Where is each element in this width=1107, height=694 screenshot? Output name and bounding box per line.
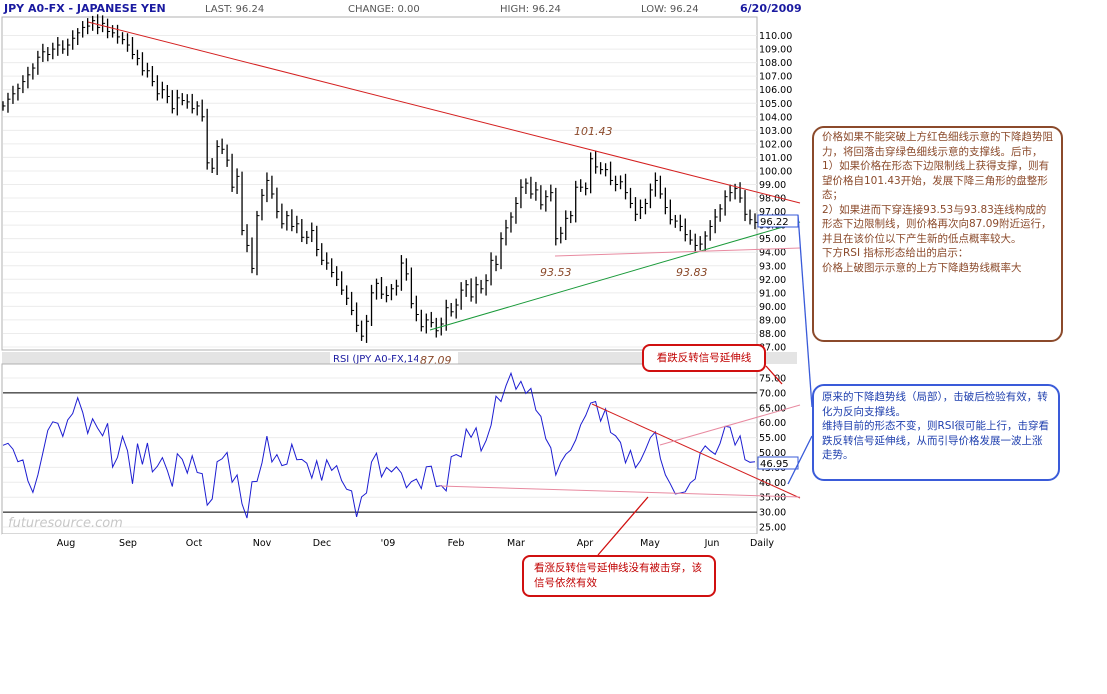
price-tick-label: 90.00 (759, 302, 786, 313)
resistance-trendline (87, 21, 801, 204)
support-trendline (429, 221, 801, 331)
rsi-threshold-lines (3, 392, 757, 513)
rsi-tick-label: 65.00 (759, 403, 786, 414)
price-tick-label: 103.00 (759, 126, 792, 137)
note-brown-line-3: 2）如果进而下穿连接93.53与93.83连线构成的形态下边限制线，则价格再次向… (822, 203, 1052, 245)
note-brown-line-1: 价格如果不能突破上方红色细线示意的下降趋势阻力，将回落击穿绿色细线示意的支撑线。… (822, 131, 1053, 158)
header-date: 6/20/2009 (740, 2, 802, 15)
header-bar (0, 0, 800, 16)
x-axis-label: Mar (507, 538, 525, 549)
rsi-tick-label: 70.00 (759, 388, 786, 399)
note-red-top: 看跌反转信号延伸线 (642, 344, 766, 372)
price-tick-label: 89.00 (759, 315, 786, 326)
rsi-tick-label: 60.00 (759, 418, 786, 429)
rsi-title: RSI (JPY A0-FX,14) (333, 354, 424, 365)
price-tick-label: 95.00 (759, 234, 786, 245)
price-tick-label: 101.00 (759, 153, 792, 164)
note-blue-analysis: 原来的下降趋势线（局部），击破后检验有效，转化为反向支撑线。 维持目前的形态不变… (812, 384, 1060, 481)
price-tick-label: 94.00 (759, 248, 786, 259)
price-tick-label: 106.00 (759, 85, 792, 96)
rsi-panel (1, 363, 758, 535)
price-tick-label: 102.00 (759, 139, 792, 150)
price-tick-label: 97.00 (759, 207, 786, 218)
rsi-bearish-extension-line (591, 403, 801, 499)
x-axis-label: Oct (186, 538, 203, 549)
price-tick-label: 92.00 (759, 275, 786, 286)
rsi-tick-label: 25.00 (759, 523, 786, 534)
rsi-axis-ticks: 75.0070.0065.0060.0055.0050.0045.0040.00… (759, 374, 786, 534)
note-brown-line-2: 1）如果价格在形态下边限制线上获得支撑，则有望价格自101.43开始，发展下降三… (822, 160, 1050, 201)
note-brown-line-6: 价格上破图示示意的上方下降趋势线概率大 (822, 261, 1022, 274)
price-tick-label: 105.00 (759, 99, 792, 110)
price-tick-label: 100.00 (759, 166, 792, 177)
note-blue-line-3: 维持目前的形态不变，则RSI很可能上行，击穿看跌反转信号延伸线，从而引导价格发展… (822, 420, 1050, 461)
annotation-93-83: 93.83 (676, 266, 708, 279)
rsi-title-box (330, 352, 418, 364)
price-tick-label: 108.00 (759, 58, 792, 69)
arrow-blue-bottom (787, 435, 813, 485)
note-red-top-text: 看跌反转信号延伸线 (656, 352, 752, 364)
rsi-tick-label: 40.00 (759, 478, 786, 489)
arrow-red-bottom (597, 496, 649, 556)
price-tick-label: 93.00 (759, 261, 786, 272)
x-axis-band (2, 534, 797, 550)
price-tick-label: 107.00 (759, 72, 792, 83)
x-axis-label: Aug (57, 538, 76, 549)
rsi-tick-label: 75.00 (759, 374, 786, 385)
arrow-red-top (765, 365, 783, 385)
rsi-tick-label: 50.00 (759, 448, 786, 459)
x-axis-label: Apr (577, 538, 594, 549)
price-tick-label: 104.00 (759, 112, 792, 123)
price-axis-ticks: 110.00 109.00 108.00 107.00 106.00 105.00 104.… (759, 31, 792, 353)
x-axis-label: May (640, 538, 660, 549)
header-change: CHANGE: 0.00 (348, 4, 420, 15)
price-tick-label: 87.00 (759, 343, 786, 354)
price-series (2, 14, 758, 343)
price-last-label: 96.22 (760, 217, 789, 228)
note-brown-analysis: 价格如果不能突破上方红色细线示意的下降趋势阻力，将回落击穿绿色细线示意的支撑线。… (812, 126, 1063, 342)
annotation-93-53: 93.53 (540, 266, 572, 279)
rsi-upper-short-line (659, 404, 801, 446)
note-blue-line-1: 原来的下降趋势线（局部），击破后检验有效，转化为反向支撑线。 (822, 391, 1048, 418)
arrow-blue-top (797, 214, 813, 408)
x-axis-label: Feb (448, 538, 465, 549)
x-axis: Aug Sep Oct Nov Dec '09 Feb Mar Apr May Jun Daily (2, 534, 797, 550)
rsi-series-line (2, 371, 756, 519)
header-symbol: JPY A0-FX - JAPANESE YEN (3, 2, 166, 15)
note-brown-line-5: 下方RSI 指标形态给出的启示： (822, 247, 969, 259)
x-axis-label: '09 (381, 538, 396, 549)
lower-boundary-line (554, 247, 801, 257)
x-axis-label: Sep (119, 538, 137, 549)
price-tick-label: 110.00 (759, 31, 792, 42)
rsi-last-label: 46.95 (760, 459, 789, 470)
price-tick-label: 109.00 (759, 45, 792, 56)
rsi-bullish-extension-line (439, 485, 801, 498)
note-red-bottom: 看涨反转信号延伸线没有被击穿，该信号依然有效 (522, 555, 716, 597)
price-tick-label: 98.00 (759, 194, 786, 205)
annotation-101-43: 101.43 (574, 125, 613, 138)
rsi-tick-label: 35.00 (759, 493, 786, 504)
rsi-tick-label: 30.00 (759, 508, 786, 519)
annotation-87-09-box (418, 352, 458, 366)
price-panel (1, 16, 758, 351)
x-axis-label: Nov (253, 538, 272, 549)
x-axis-label: Daily (750, 538, 774, 549)
price-tick-label: 99.00 (759, 180, 786, 191)
note-red-bottom-text: 看涨反转信号延伸线没有被击穿，该信号依然有效 (534, 562, 702, 589)
header-high: HIGH: 96.24 (500, 4, 561, 15)
watermark: futuresource.com (8, 516, 123, 531)
rsi-tick-label: 55.00 (759, 433, 786, 444)
price-tick-label: 91.00 (759, 288, 786, 299)
price-gridlines (3, 35, 757, 348)
x-axis-label: Jun (704, 538, 720, 549)
price-tick-label: 88.00 (759, 329, 786, 340)
header-last: LAST: 96.24 (205, 4, 264, 15)
header-low: LOW: 96.24 (641, 4, 699, 15)
x-axis-label: Dec (313, 538, 331, 549)
